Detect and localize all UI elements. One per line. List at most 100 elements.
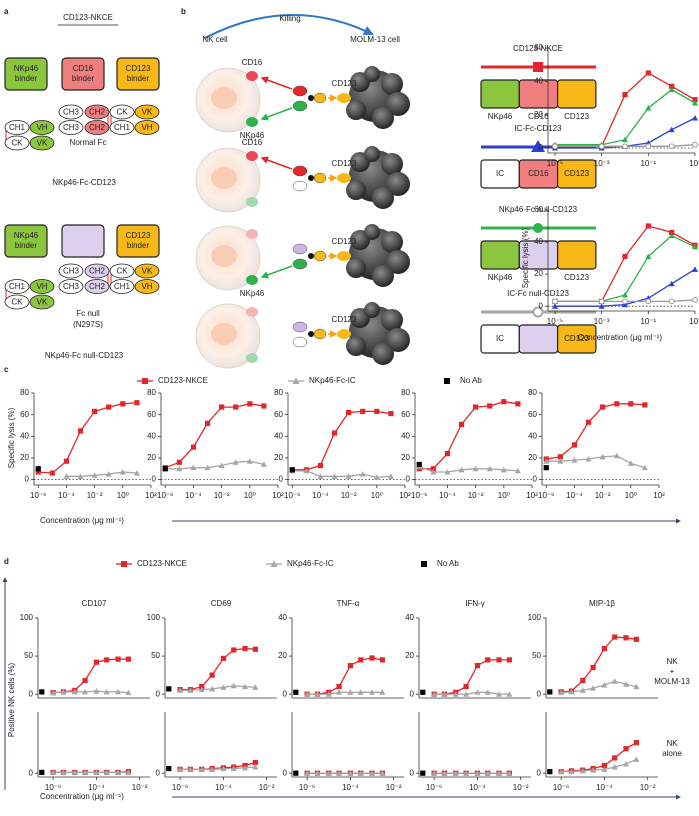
- killing-arrow: [204, 14, 374, 39]
- x-tick-label: 10²: [653, 491, 665, 500]
- y-tick-label: 20: [147, 453, 156, 462]
- legend-label: NKp46-Fc-IC: [309, 376, 356, 385]
- cd123: [337, 173, 351, 183]
- fc-label: (N297S): [73, 320, 103, 329]
- marker: [82, 688, 89, 695]
- marker: [209, 766, 216, 772]
- domain: [109, 104, 135, 120]
- marker: [623, 761, 630, 767]
- x-tick-label: 10⁻²: [386, 783, 402, 792]
- marker: [611, 678, 618, 684]
- ab-cd123-arm: [313, 172, 327, 184]
- x-tick-label: 10⁻²: [132, 783, 148, 792]
- marker: [103, 688, 110, 695]
- construct-name: IC-Fc null-CD123: [507, 289, 569, 298]
- y-tick-label: 50: [24, 651, 33, 660]
- y-tick-label: 60: [534, 43, 543, 52]
- series-line: [180, 766, 256, 771]
- marker: [628, 401, 634, 407]
- bind-arrow: [260, 265, 293, 279]
- construct-header: CD123-NKCE: [63, 13, 113, 22]
- marker: [590, 664, 596, 671]
- marker: [71, 769, 78, 775]
- domain: [109, 279, 135, 294]
- x-tick-label: 10⁻⁴: [215, 783, 232, 792]
- y-tick-label: 0: [539, 143, 544, 152]
- series-line: [434, 691, 510, 695]
- domain: [84, 104, 110, 120]
- marker: [601, 682, 608, 688]
- legend-marker: [121, 561, 127, 567]
- marker: [387, 473, 394, 479]
- marker: [612, 755, 618, 761]
- tumor-cell-lobe: [372, 187, 394, 209]
- row-label: alone: [662, 749, 682, 758]
- marker: [692, 243, 698, 250]
- tumor-cell-lobe: [346, 258, 366, 278]
- domain-label: CH1: [9, 282, 26, 291]
- marker: [252, 764, 259, 770]
- ab-arm: [292, 336, 308, 348]
- marker: [63, 458, 70, 464]
- marker: [645, 70, 651, 76]
- domain-label: CH3: [63, 267, 80, 276]
- marker: [484, 689, 491, 695]
- series-line: [561, 758, 637, 773]
- construct-name: NKp46-Fc null-CD123: [45, 351, 124, 360]
- x-axis-label: Concentration (μg ml⁻¹): [40, 792, 124, 801]
- marker: [369, 689, 376, 695]
- marker: [633, 683, 640, 690]
- marker: [347, 770, 354, 776]
- tumor-cell-lobe: [364, 302, 380, 318]
- marker: [35, 469, 41, 475]
- marker: [93, 688, 100, 694]
- marker: [486, 465, 493, 472]
- cd16: [246, 151, 258, 161]
- y-tick-label: 20: [534, 110, 543, 119]
- construct-icon: [533, 223, 543, 233]
- ab-hinge: [308, 331, 314, 337]
- y-tick-label: 40: [405, 613, 414, 622]
- y-tick-label: 100: [147, 613, 161, 622]
- x-tick-label: 10⁰: [625, 491, 637, 500]
- receptor-label: NKp46: [240, 289, 265, 298]
- x-tick-label: 10⁻⁴: [342, 783, 359, 792]
- marker: [369, 655, 375, 661]
- marker: [325, 691, 332, 697]
- marker: [246, 458, 253, 464]
- marker: [484, 770, 491, 776]
- marker: [166, 765, 172, 772]
- series-line: [555, 299, 696, 303]
- marker: [641, 464, 648, 471]
- y-tick-label: 40: [274, 431, 283, 440]
- marker: [303, 467, 310, 474]
- ab-arm: [292, 180, 308, 192]
- marker: [176, 465, 183, 472]
- construct-box: [480, 240, 520, 270]
- construct-label: IC: [496, 334, 504, 343]
- domain-label: VK: [142, 108, 153, 117]
- y-tick-label: 0: [539, 301, 544, 310]
- cd16: [246, 307, 258, 317]
- marker: [623, 746, 629, 752]
- marker: [557, 454, 563, 460]
- domain: [29, 279, 55, 294]
- marker: [293, 689, 299, 695]
- marker: [441, 770, 448, 776]
- x-tick-label: 10⁻²: [595, 491, 611, 500]
- x-tick-label: 10⁻²: [259, 783, 275, 792]
- chart-title: CD69: [211, 599, 232, 608]
- marker: [633, 739, 639, 746]
- tumor-cell-lobe: [386, 250, 410, 274]
- binder-box: [4, 57, 48, 91]
- marker: [317, 462, 324, 469]
- marker: [358, 657, 364, 663]
- marker: [49, 470, 55, 476]
- marker: [633, 636, 639, 642]
- marker: [50, 769, 57, 775]
- marker: [93, 769, 100, 775]
- y-tick-label: 0: [29, 768, 34, 777]
- domain: [4, 135, 30, 151]
- marker: [571, 457, 578, 463]
- y-tick-label: 40: [534, 76, 543, 85]
